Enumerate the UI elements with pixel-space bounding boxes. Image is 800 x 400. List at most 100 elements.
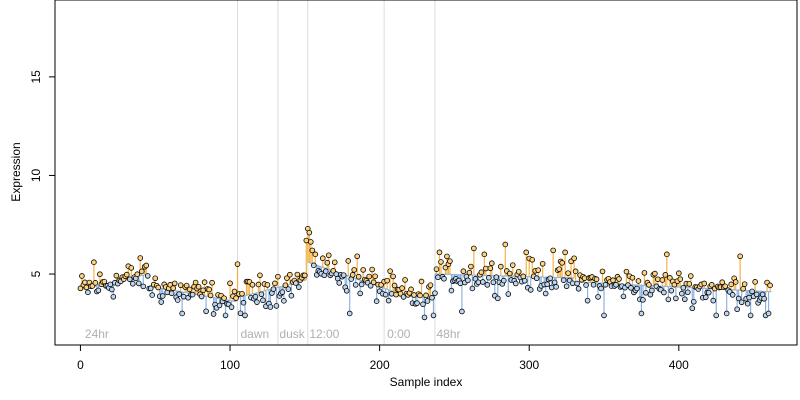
data-point-39 bbox=[135, 280, 142, 287]
data-point-245 bbox=[444, 253, 450, 260]
data-point-284 bbox=[502, 241, 509, 248]
data-point-275 bbox=[489, 260, 495, 267]
data-point-24 bbox=[113, 272, 120, 279]
data-point-238 bbox=[433, 266, 440, 272]
data-point-127 bbox=[267, 304, 274, 310]
data-point-209 bbox=[390, 273, 396, 280]
data-point-391 bbox=[662, 272, 669, 278]
data-point-443 bbox=[740, 286, 746, 292]
data-point-22 bbox=[110, 294, 117, 300]
data-point-173 bbox=[336, 280, 343, 286]
data-point-40 bbox=[137, 255, 144, 261]
data-point-41 bbox=[138, 268, 145, 275]
data-point-0 bbox=[77, 285, 84, 292]
data-point-109 bbox=[240, 299, 247, 306]
axes: 0 100 200 300 400 5 10 15 bbox=[29, 70, 689, 372]
data-point-157 bbox=[312, 251, 319, 258]
x-tick-label-1: 100 bbox=[220, 358, 240, 372]
data-point-325 bbox=[563, 283, 570, 290]
data-point-318 bbox=[553, 284, 559, 290]
data-point-229 bbox=[420, 301, 426, 308]
data-point-432 bbox=[723, 310, 730, 317]
data-point-89 bbox=[210, 311, 217, 317]
y-tick-label-1: 10 bbox=[29, 168, 43, 182]
data-point-170 bbox=[331, 259, 338, 266]
data-point-66 bbox=[176, 291, 182, 297]
data-point-176 bbox=[340, 272, 347, 278]
data-point-228 bbox=[418, 278, 425, 285]
data-point-125 bbox=[264, 282, 271, 288]
annotation-3: 12:00 bbox=[309, 327, 339, 341]
data-point-376 bbox=[640, 297, 646, 303]
y-tick-label-0: 5 bbox=[29, 270, 43, 277]
data-point-21 bbox=[109, 286, 115, 293]
data-point-373 bbox=[635, 278, 642, 284]
data-point-146 bbox=[296, 284, 302, 290]
data-point-291 bbox=[512, 280, 519, 287]
data-point-211 bbox=[393, 291, 399, 298]
data-point-236 bbox=[430, 312, 437, 319]
x-tick-label-0: 0 bbox=[77, 358, 84, 372]
data-point-243 bbox=[441, 275, 447, 282]
data-point-221 bbox=[408, 286, 414, 293]
data-point-324 bbox=[562, 249, 568, 256]
data-point-306 bbox=[535, 267, 541, 273]
data-point-230 bbox=[421, 314, 428, 321]
data-point-137 bbox=[282, 282, 289, 289]
data-point-297 bbox=[521, 277, 528, 284]
data-point-248 bbox=[448, 287, 455, 294]
data-point-244 bbox=[442, 264, 449, 271]
data-point-356 bbox=[610, 277, 616, 284]
data-point-119 bbox=[255, 281, 262, 288]
data-point-231 bbox=[423, 292, 429, 299]
data-point-104 bbox=[233, 295, 239, 301]
data-point-225 bbox=[414, 300, 420, 306]
data-point-338 bbox=[583, 282, 589, 288]
data-point-332 bbox=[574, 280, 580, 287]
data-point-141 bbox=[288, 292, 295, 299]
data-point-407 bbox=[686, 281, 693, 287]
data-point-312 bbox=[544, 281, 550, 288]
data-point-205 bbox=[384, 277, 390, 284]
data-point-180 bbox=[346, 310, 353, 317]
data-point-368 bbox=[628, 285, 634, 291]
data-point-150 bbox=[302, 272, 308, 279]
data-point-108 bbox=[239, 290, 245, 297]
data-point-198 bbox=[373, 298, 380, 304]
data-point-235 bbox=[429, 294, 435, 301]
data-point-132 bbox=[275, 273, 281, 280]
data-point-182 bbox=[349, 272, 356, 278]
data-point-309 bbox=[539, 260, 546, 267]
data-point-358 bbox=[613, 281, 619, 288]
data-point-365 bbox=[623, 268, 630, 275]
data-point-247 bbox=[447, 258, 453, 264]
annotation-2: dusk bbox=[279, 327, 305, 341]
data-point-271 bbox=[483, 265, 489, 272]
data-point-386 bbox=[655, 276, 661, 283]
data-point-194 bbox=[367, 282, 374, 289]
data-point-431 bbox=[722, 283, 728, 290]
data-point-279 bbox=[495, 295, 501, 302]
data-point-87 bbox=[207, 292, 214, 299]
data-point-42 bbox=[140, 283, 147, 290]
data-point-261 bbox=[468, 263, 474, 270]
data-point-316 bbox=[550, 247, 556, 254]
data-point-349 bbox=[599, 268, 606, 275]
data-point-55 bbox=[159, 293, 166, 299]
data-point-73 bbox=[186, 286, 193, 293]
data-point-96 bbox=[221, 295, 227, 301]
data-point-436 bbox=[729, 292, 736, 298]
data-point-420 bbox=[705, 289, 712, 296]
data-point-274 bbox=[487, 265, 494, 272]
data-point-441 bbox=[737, 253, 743, 260]
data-point-345 bbox=[593, 276, 600, 283]
data-point-93 bbox=[216, 302, 223, 309]
data-point-140 bbox=[287, 271, 293, 278]
data-point-449 bbox=[749, 288, 755, 295]
data-point-329 bbox=[569, 280, 576, 287]
data-point-52 bbox=[155, 284, 162, 291]
data-point-118 bbox=[254, 299, 260, 305]
data-point-5 bbox=[85, 289, 91, 296]
annotations: 24hr dawn dusk 12:00 0:00 48hr bbox=[85, 327, 461, 341]
